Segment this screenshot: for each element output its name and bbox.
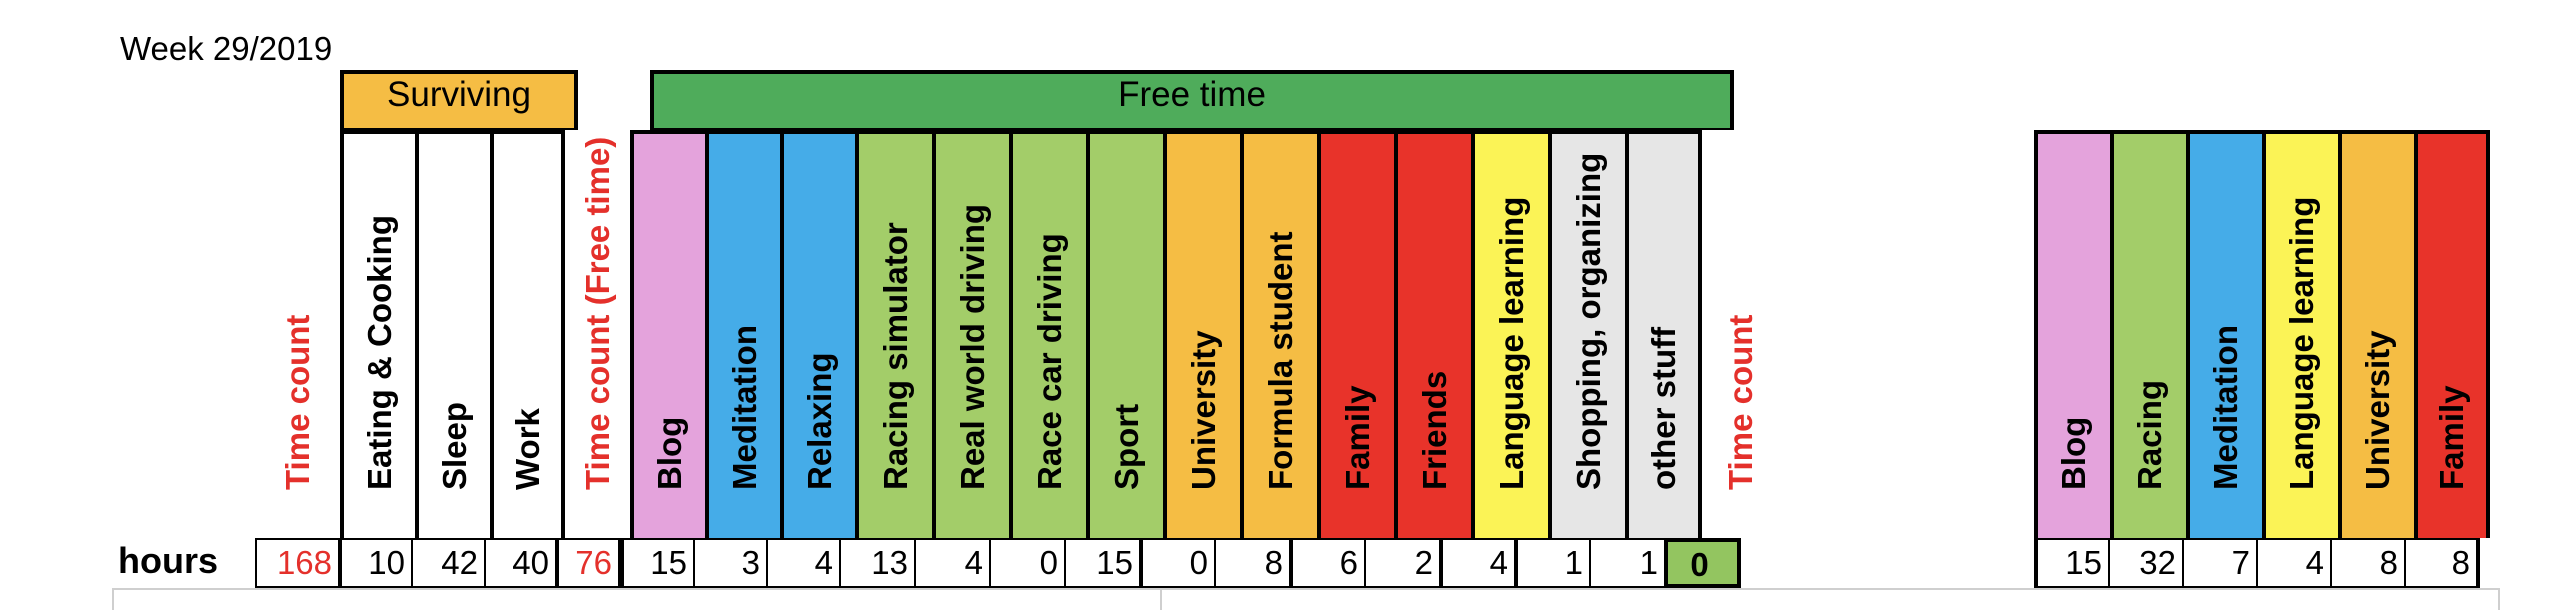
week-title: Week 29/2019 bbox=[120, 30, 333, 67]
grid-line bbox=[112, 588, 114, 610]
summary-value-meditation[interactable]: 7 bbox=[2182, 538, 2258, 588]
main-header-label: Time count bbox=[278, 314, 316, 490]
main-header-time-count: Time count bbox=[1702, 130, 1779, 538]
main-header-sport: Sport bbox=[1086, 130, 1163, 538]
grid-line bbox=[2498, 588, 2500, 610]
summary-header-label: Meditation bbox=[2207, 325, 2244, 490]
summary-category-header-row: Blog Racing Meditation Language learning Uni… bbox=[2034, 130, 2490, 538]
main-header-university: University bbox=[1163, 130, 1240, 538]
summary-header-label: Blog bbox=[2055, 416, 2092, 490]
main-header-label: Language learning bbox=[1492, 196, 1530, 490]
main-header-blog: Blog bbox=[630, 130, 705, 538]
main-header-time-count-free-time: Time count (Free time) bbox=[565, 130, 630, 538]
summary-header-label: Racing bbox=[2131, 379, 2168, 490]
main-header-friends: Friends bbox=[1394, 130, 1471, 538]
main-header-label: Friends bbox=[1415, 370, 1453, 490]
main-header-formula-student: Formula student bbox=[1240, 130, 1317, 538]
main-header-label: Formula student bbox=[1261, 231, 1299, 490]
main-value-sport[interactable]: 15 bbox=[1064, 538, 1141, 588]
main-value-friends[interactable]: 2 bbox=[1364, 538, 1441, 588]
summary-value-family[interactable]: 8 bbox=[2404, 538, 2480, 588]
main-header-label: Race car driving bbox=[1030, 233, 1068, 490]
hours-values-row: 168 10 42 40 76 15 3 4 13 4 0 15 0 8 6 2 4 1 1 0 bbox=[255, 538, 1741, 588]
main-value-sleep[interactable]: 42 bbox=[411, 538, 486, 588]
main-header-label: Racing simulator bbox=[876, 222, 914, 490]
main-header-label: Meditation bbox=[725, 325, 763, 490]
main-header-other-stuff: other stuff bbox=[1625, 130, 1702, 538]
summary-header-university: University bbox=[2338, 130, 2414, 538]
main-header-language-learning: Language learning bbox=[1471, 130, 1548, 538]
summary-header-language-learning: Language learning bbox=[2262, 130, 2338, 538]
summary-header-meditation: Meditation bbox=[2186, 130, 2262, 538]
main-header-label: Real world driving bbox=[953, 203, 991, 490]
main-value-meditation[interactable]: 3 bbox=[693, 538, 768, 588]
summary-header-family: Family bbox=[2414, 130, 2490, 538]
summary-header-blog: Blog bbox=[2034, 130, 2110, 538]
main-header-label: Family bbox=[1338, 385, 1376, 490]
hours-row-label: hours bbox=[118, 540, 219, 581]
main-header-race-car-driving: Race car driving bbox=[1009, 130, 1086, 538]
main-header-meditation: Meditation bbox=[705, 130, 780, 538]
main-value-other-stuff[interactable]: 1 bbox=[1589, 538, 1666, 588]
summary-header-racing: Racing bbox=[2110, 130, 2186, 538]
main-header-label: Work bbox=[508, 408, 546, 490]
grid-line bbox=[112, 588, 2500, 590]
surviving-group-header: Surviving bbox=[340, 70, 578, 132]
main-value-time-count[interactable]: 168 bbox=[255, 538, 340, 588]
main-value-race-car-driving[interactable]: 0 bbox=[989, 538, 1066, 588]
main-header-label: Relaxing bbox=[800, 352, 838, 490]
main-header-real-world-driving: Real world driving bbox=[932, 130, 1009, 538]
main-header-label: Time count (Free time) bbox=[578, 136, 616, 490]
summary-value-language-learning[interactable]: 4 bbox=[2256, 538, 2332, 588]
main-value-language-learning[interactable]: 4 bbox=[1439, 538, 1516, 588]
main-category-header-row: Time count Eating & Cooking Sleep Work Time … bbox=[255, 130, 1779, 538]
main-value-shopping-organizing[interactable]: 1 bbox=[1514, 538, 1591, 588]
main-value-racing-simulator[interactable]: 13 bbox=[839, 538, 916, 588]
summary-header-label: Family bbox=[2433, 385, 2470, 490]
main-value-formula-student[interactable]: 8 bbox=[1214, 538, 1291, 588]
main-header-shopping-organizing: Shopping, organizing bbox=[1548, 130, 1625, 538]
main-header-label: Sport bbox=[1107, 403, 1145, 490]
main-header-label: University bbox=[1184, 330, 1222, 490]
main-header-eating-cooking: Eating & Cooking bbox=[340, 130, 415, 538]
summary-header-label: Language learning bbox=[2283, 196, 2320, 490]
summary-value-university[interactable]: 8 bbox=[2330, 538, 2406, 588]
main-header-sleep: Sleep bbox=[415, 130, 490, 538]
main-value-time-count[interactable]: 0 bbox=[1664, 538, 1741, 588]
main-header-family: Family bbox=[1317, 130, 1394, 538]
main-header-relaxing: Relaxing bbox=[780, 130, 855, 538]
summary-value-blog[interactable]: 15 bbox=[2034, 538, 2110, 588]
main-header-label: Shopping, organizing bbox=[1569, 152, 1607, 490]
main-header-label: Time count bbox=[1721, 314, 1759, 490]
main-header-label: Eating & Cooking bbox=[360, 215, 398, 490]
summary-value-racing[interactable]: 32 bbox=[2108, 538, 2184, 588]
main-value-blog[interactable]: 15 bbox=[620, 538, 695, 588]
free-time-group-header: Free time bbox=[650, 70, 1734, 132]
summary-header-label: University bbox=[2359, 330, 2396, 490]
main-value-eating-cooking[interactable]: 10 bbox=[338, 538, 413, 588]
main-value-real-world-driving[interactable]: 4 bbox=[914, 538, 991, 588]
summary-hours-values-row: 15 32 7 4 8 8 bbox=[2034, 538, 2480, 588]
main-header-time-count: Time count bbox=[255, 130, 340, 538]
main-header-label: other stuff bbox=[1644, 326, 1682, 490]
grid-line bbox=[1160, 588, 1162, 610]
main-value-time-count-free-time[interactable]: 76 bbox=[557, 538, 622, 588]
main-header-label: Sleep bbox=[435, 401, 473, 490]
main-header-racing-simulator: Racing simulator bbox=[855, 130, 932, 538]
main-header-label: Blog bbox=[650, 416, 688, 490]
main-value-work[interactable]: 40 bbox=[484, 538, 559, 588]
main-value-relaxing[interactable]: 4 bbox=[766, 538, 841, 588]
main-value-university[interactable]: 0 bbox=[1139, 538, 1216, 588]
main-header-work: Work bbox=[490, 130, 565, 538]
main-value-family[interactable]: 6 bbox=[1289, 538, 1366, 588]
